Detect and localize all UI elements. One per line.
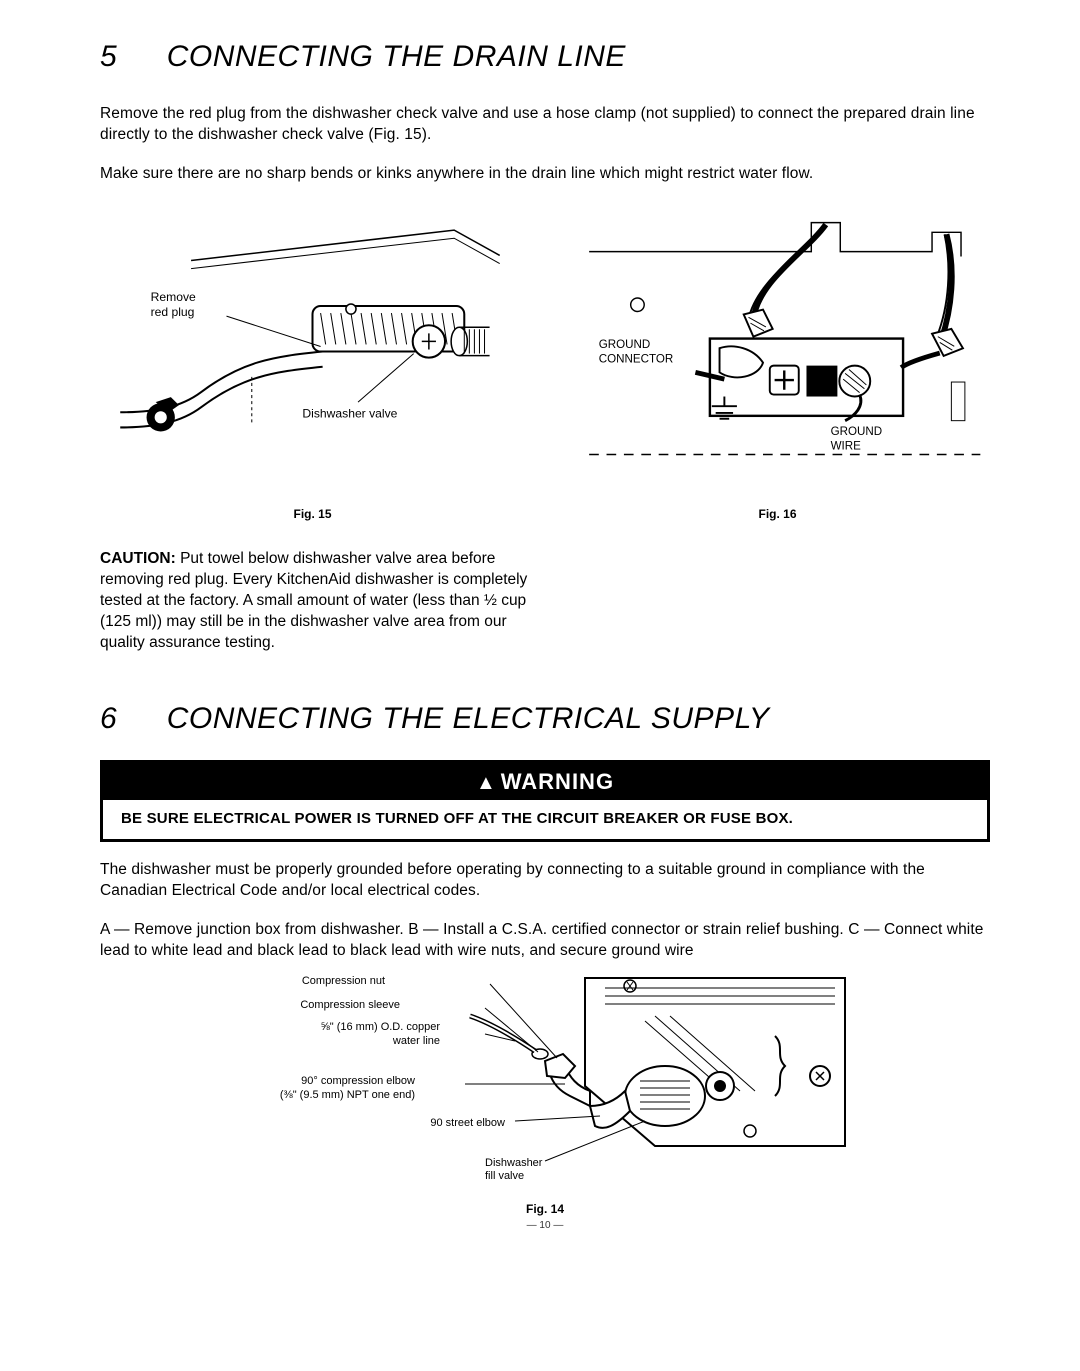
section6-para1: The dishwasher must be properly grounded…: [100, 860, 990, 902]
warning-header: ▲WARNING: [103, 763, 987, 800]
warning-triangle-icon: ▲: [476, 772, 497, 794]
figure-15: Remove red plug Dishwasher valve Fig. 15: [100, 220, 525, 521]
caution-label: CAUTION:: [100, 550, 176, 567]
figure-16: GROUND CONNECTOR GROUND WIRE Fig. 16: [565, 213, 990, 521]
fig15-label-dishwasher-valve: Dishwasher valve: [302, 406, 397, 420]
warning-box: ▲WARNING BE SURE ELECTRICAL POWER IS TUR…: [100, 760, 990, 842]
fig14-street-elbow: 90 street elbow: [430, 1117, 505, 1129]
fig14-fill-valve-l1: Dishwasher: [485, 1157, 543, 1169]
fig15-caption: Fig. 15: [293, 507, 331, 521]
fig16-caption: Fig. 16: [758, 507, 796, 521]
section5-para2: Make sure there are no sharp bends or ki…: [100, 164, 990, 185]
section5-para1: Remove the red plug from the dishwasher …: [100, 104, 990, 146]
fig14-copper-l2: water line: [392, 1035, 440, 1047]
section6-para2: A — Remove junction box from dishwasher.…: [100, 920, 990, 962]
warning-header-text: WARNING: [501, 769, 614, 794]
page-number: — 10 —: [527, 1220, 564, 1231]
fig14-elbow-l2: (⅜" (9.5 mm) NPT one end): [280, 1089, 415, 1101]
figure-14-svg: Compression nut Compression sleeve ⅝" (1…: [185, 966, 905, 1196]
section6-number: 6: [100, 702, 117, 736]
fig14-copper-l1: ⅝" (16 mm) O.D. copper: [321, 1021, 441, 1033]
fig16-ground-wire-1: GROUND: [831, 426, 882, 438]
fig16-ground-connector-2: CONNECTOR: [599, 353, 673, 365]
figure-16-svg: GROUND CONNECTOR GROUND WIRE: [565, 213, 990, 483]
caution-block: CAUTION: Put towel below dishwasher valv…: [100, 549, 545, 654]
section5-title: CONNECTING THE DRAIN LINE: [167, 40, 626, 74]
section6-heading: 6 CONNECTING THE ELECTRICAL SUPPLY: [100, 702, 990, 736]
fig16-ground-wire-2: WIRE: [831, 440, 862, 452]
fig14-elbow-l1: 90° compression elbow: [301, 1075, 415, 1087]
fig14-fill-valve-l2: fill valve: [485, 1170, 524, 1182]
fig15-label-remove: Remove: [151, 290, 196, 304]
section6-title: CONNECTING THE ELECTRICAL SUPPLY: [167, 702, 770, 736]
fig14-compression-nut: Compression nut: [302, 975, 385, 987]
figures-row: Remove red plug Dishwasher valve Fig. 15: [100, 213, 990, 521]
warning-body: BE SURE ELECTRICAL POWER IS TURNED OFF A…: [103, 800, 987, 839]
section5-heading: 5 CONNECTING THE DRAIN LINE: [100, 40, 990, 74]
figure-14: Compression nut Compression sleeve ⅝" (1…: [100, 966, 990, 1231]
figure-15-svg: Remove red plug Dishwasher valve: [100, 220, 525, 483]
fig16-ground-connector-1: GROUND: [599, 339, 650, 351]
fig14-compression-sleeve: Compression sleeve: [300, 999, 400, 1011]
section5-number: 5: [100, 40, 117, 74]
fig15-label-red-plug: red plug: [151, 305, 195, 319]
fig14-caption: Fig. 14: [526, 1202, 564, 1216]
